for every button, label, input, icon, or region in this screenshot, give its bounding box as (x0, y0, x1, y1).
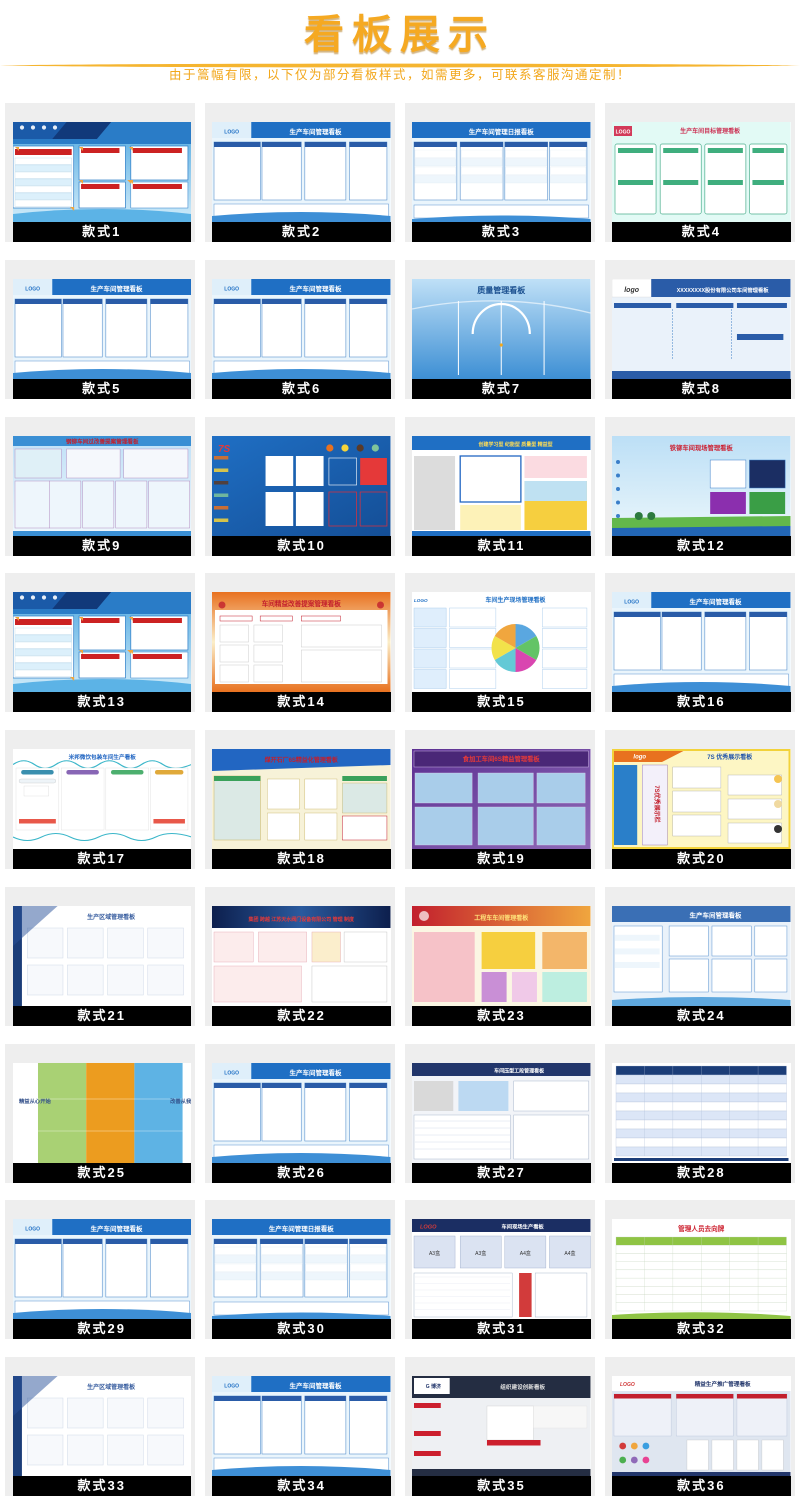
svg-text:XXXXXXXX股份有限公司车间管理看板: XXXXXXXX股份有限公司车间管理看板 (677, 286, 770, 294)
svg-text:LOGO: LOGO (225, 1384, 240, 1390)
svg-text:A4盒: A4盒 (565, 1250, 576, 1257)
svg-text:钢铆车间过改善提案管理看板: 钢铆车间过改善提案管理看板 (65, 437, 138, 445)
svg-text:logo: logo (634, 755, 647, 761)
svg-text:生产车间管理日报看板: 生产车间管理日报看板 (469, 127, 535, 136)
svg-text:LOGO: LOGO (620, 1382, 635, 1388)
svg-text:7S 优秀展示看板: 7S 优秀展示看板 (707, 753, 753, 761)
svg-text:LOGO: LOGO (225, 130, 240, 136)
svg-text:LOGO: LOGO (616, 130, 631, 136)
svg-text:LOGO: LOGO (25, 286, 40, 292)
svg-text:精益从心开始: 精益从心开始 (19, 1097, 51, 1105)
svg-text:生产车间管理看板: 生产车间管理看板 (90, 284, 143, 293)
svg-text:生产车间管理看板: 生产车间管理看板 (290, 284, 343, 293)
svg-text:7S: 7S (218, 444, 231, 455)
svg-text:精益生产推广管理看板: 精益生产推广管理看板 (695, 1380, 751, 1388)
svg-text:工程车车间管理看板: 工程车车间管理看板 (474, 914, 529, 922)
svg-text:7S优秀展示栏: 7S优秀展示栏 (653, 785, 661, 822)
svg-text:生产区域管理看板: 生产区域管理看板 (87, 913, 136, 921)
svg-text:煤开石厂6S精益化管理看板: 煤开石厂6S精益化管理看板 (265, 756, 339, 764)
svg-text:LOGO: LOGO (225, 1070, 240, 1076)
svg-text:组织建设创新看板: 组织建设创新看板 (501, 1383, 546, 1391)
svg-text:生产车间管理看板: 生产车间管理看板 (290, 127, 343, 136)
svg-text:质量管理看板: 质量管理看板 (478, 285, 527, 295)
svg-text:A3盒: A3盒 (429, 1250, 440, 1257)
svg-text:生产车间管理看板: 生产车间管理看板 (290, 1068, 343, 1077)
svg-text:LOGO: LOGO (25, 1227, 40, 1233)
svg-text:logo: logo (624, 287, 639, 294)
svg-text:车间生产现场管理看板: 车间生产现场管理看板 (486, 596, 547, 604)
svg-text:管理人员去向牌: 管理人员去向牌 (678, 1224, 725, 1233)
svg-text:铁铆车间现场管理看板: 铁铆车间现场管理看板 (669, 443, 734, 452)
svg-text:车间精益改善提案管理看板: 车间精益改善提案管理看板 (262, 599, 342, 608)
svg-text:A3盒: A3盒 (475, 1250, 486, 1257)
svg-text:生产车间管理看板: 生产车间管理看板 (90, 1224, 143, 1233)
svg-text:生产车间管理看板: 生产车间管理看板 (290, 1381, 343, 1390)
svg-text:A4盒: A4盒 (520, 1250, 531, 1257)
svg-text:LOGO: LOGO (414, 598, 428, 603)
svg-text:米邦微饮包装车间生产看板: 米邦微饮包装车间生产看板 (68, 753, 136, 761)
svg-text:生产车间管理看板: 生产车间管理看板 (690, 910, 743, 919)
svg-text:食加工车间6S精益管理看板: 食加工车间6S精益管理看板 (462, 754, 541, 763)
svg-text:改善从我做起: 改善从我做起 (170, 1097, 191, 1105)
svg-text:生产区域管理看板: 生产区域管理看板 (87, 1383, 136, 1391)
svg-text:生产车间管理日报看板: 生产车间管理日报看板 (269, 1224, 335, 1233)
svg-text:车间压型工段管理看板: 车间压型工段管理看板 (494, 1067, 545, 1074)
svg-text:LOGO: LOGO (420, 1225, 437, 1231)
svg-text:集团 跨越 江苏天水阀门设备有限公司 管理 制度: 集团 跨越 江苏天水阀门设备有限公司 管理 制度 (248, 916, 356, 923)
svg-text:LOGO: LOGO (624, 600, 639, 606)
svg-text:LOGO: LOGO (225, 286, 240, 292)
svg-text:生产车间目标管理看板: 生产车间目标管理看板 (680, 127, 741, 135)
svg-text:创建学习型 纪能型 质量型 精益型: 创建学习型 纪能型 质量型 精益型 (478, 441, 553, 448)
svg-text:G 博济: G 博济 (426, 1383, 442, 1390)
svg-text:生产车间管理看板: 生产车间管理看板 (690, 597, 743, 606)
svg-text:车间现场生产看板: 车间现场生产看板 (502, 1223, 545, 1231)
